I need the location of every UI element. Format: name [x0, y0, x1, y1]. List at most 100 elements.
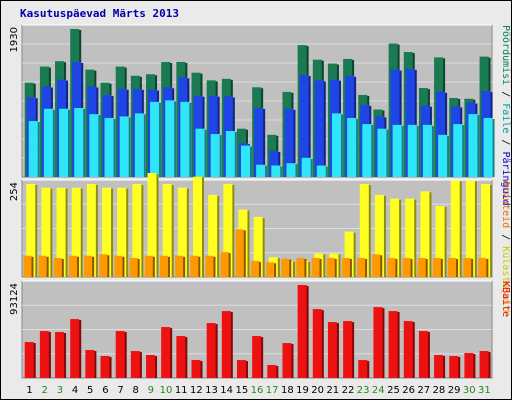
bar-sites-day-26	[405, 198, 415, 277]
bar-hits_orange-day-21	[326, 257, 335, 277]
series-kbytes	[24, 285, 491, 378]
series-files	[28, 100, 495, 177]
x-tick-day-6: 6	[102, 385, 108, 396]
bar-hits_orange-day-25	[387, 257, 396, 277]
x-tick-day-22: 22	[342, 385, 355, 396]
x-tick-day-8: 8	[133, 385, 139, 396]
bar-hits_orange-day-7	[114, 255, 123, 277]
legend-entry: /	[500, 133, 511, 151]
y-max-label: 254	[9, 182, 20, 201]
bar-files-day-30	[468, 114, 478, 177]
legend-entry: /	[500, 228, 511, 246]
x-tick-day-4: 4	[72, 385, 78, 396]
x-tick-labels: 1 2 3 4 5 6 7 8 9 10 11 12 13 14 15 16 17 18 19 20 21 22 23 24 2…	[26, 385, 490, 396]
bar-files-day-10	[165, 100, 175, 177]
x-tick-day-15: 15	[235, 385, 248, 396]
bar-sites-day-31	[481, 184, 491, 277]
x-tick-day-19: 19	[296, 385, 309, 396]
legend-panel-2: Arvuteid / Külastajaid	[500, 180, 511, 312]
panels: 1930 Pöördumisi / Faile / Päringuid 254 Arv…	[9, 24, 511, 379]
bar-pages-day-26	[405, 68, 415, 177]
x-tick-day-18: 18	[281, 385, 294, 396]
bar-hits_orange-day-4	[69, 255, 77, 277]
bar-hits_orange-day-19	[296, 257, 305, 277]
bar-hits_orange-day-29	[448, 257, 457, 277]
legend-entry: Pöördumisi	[500, 25, 511, 85]
bar-kbytes-day-24	[373, 307, 383, 378]
bar-files-day-28	[438, 134, 448, 177]
bar-sites-day-6	[102, 187, 112, 277]
bar-sites-day-7	[117, 187, 127, 277]
bar-hits_orange-day-17	[266, 262, 275, 277]
bar-files-day-3	[59, 108, 69, 177]
bar-files-day-6	[104, 117, 114, 177]
bar-hits_orange-day-3	[53, 257, 62, 277]
bar-hits_orange-day-20	[311, 257, 320, 277]
x-tick-day-5: 5	[87, 385, 93, 396]
bar-sites-day-12	[193, 176, 203, 277]
bar-hits_orange-day-9	[144, 255, 153, 277]
bar-hits_orange-day-16	[250, 260, 259, 277]
bar-sites-day-13	[208, 194, 218, 277]
bar-kbytes-day-25	[388, 311, 398, 378]
x-tick-day-26: 26	[402, 385, 415, 396]
bar-files-day-20	[316, 165, 326, 177]
bar-sites-day-16	[253, 216, 263, 277]
bar-sites-day-29	[450, 180, 460, 277]
bar-files-day-12	[195, 128, 205, 177]
panel-2: 254 Arvuteid / Külastajaid	[9, 173, 511, 312]
x-tick-day-23: 23	[357, 385, 370, 396]
bar-files-day-8	[134, 113, 144, 177]
bar-hits_orange-day-8	[129, 257, 138, 277]
chart-title: Kasutuspäevad Märts 2013	[20, 7, 179, 20]
bar-sites-day-4	[71, 187, 81, 277]
bar-kbytes-day-26	[403, 321, 413, 378]
bar-files-day-14	[225, 130, 235, 177]
bar-hits_orange-day-1	[23, 255, 32, 277]
bar-sites-day-9	[147, 173, 157, 277]
bar-hits_orange-day-13	[205, 255, 214, 277]
series-hits_orange	[23, 229, 489, 277]
bar-pages-day-16	[254, 107, 264, 177]
x-tick-day-14: 14	[220, 385, 233, 396]
bar-hits_orange-day-28	[432, 257, 441, 277]
x-tick-day-20: 20	[311, 385, 324, 396]
bar-kbytes-day-6	[100, 356, 110, 378]
x-tick-day-17: 17	[266, 385, 279, 396]
x-tick-day-1: 1	[26, 385, 32, 396]
x-tick-day-25: 25	[387, 385, 400, 396]
bar-kbytes-day-16	[252, 336, 262, 378]
bar-hits_orange-day-24	[372, 254, 381, 277]
bar-hits_orange-day-15	[235, 229, 244, 277]
bar-kbytes-day-2	[39, 331, 49, 378]
bar-hits_orange-day-30	[463, 257, 472, 277]
bar-sites-day-22	[344, 231, 354, 277]
x-tick-day-24: 24	[372, 385, 385, 396]
bar-kbytes-day-7	[115, 331, 125, 378]
bar-kbytes-day-29	[449, 356, 459, 378]
bar-files-day-11	[180, 101, 190, 177]
bar-kbytes-day-27	[418, 331, 428, 378]
bar-kbytes-day-8	[130, 351, 140, 378]
x-tick-day-16: 16	[251, 385, 264, 396]
bar-files-day-25	[392, 124, 402, 177]
bar-hits_orange-day-6	[99, 254, 108, 277]
bar-sites-day-2	[41, 187, 51, 277]
bar-kbytes-day-19	[297, 285, 307, 378]
y-max-label: 93124	[9, 283, 20, 315]
bar-files-day-24	[377, 128, 387, 177]
bar-pages-day-18	[284, 108, 294, 177]
bar-files-day-2	[43, 108, 53, 177]
bar-sites-day-27	[420, 191, 430, 277]
x-tick-day-11: 11	[175, 385, 188, 396]
bar-files-day-15	[240, 145, 250, 177]
x-tick-day-27: 27	[417, 385, 430, 396]
x-tick-day-28: 28	[433, 385, 446, 396]
panel-3: 93124 KBaite	[9, 280, 511, 379]
x-tick-day-2: 2	[42, 385, 48, 396]
x-tick-day-29: 29	[448, 385, 461, 396]
bar-sites-day-3	[56, 187, 66, 277]
bar-files-day-27	[422, 124, 432, 177]
bar-files-day-31	[483, 117, 493, 177]
